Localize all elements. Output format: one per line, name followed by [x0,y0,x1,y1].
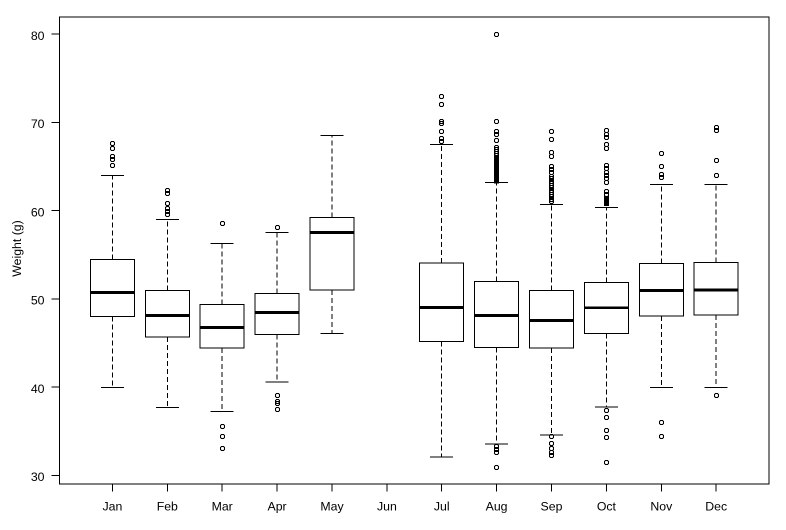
svg-text:Sep: Sep [541,500,563,514]
svg-text:Aug: Aug [486,500,508,514]
svg-text:Dec: Dec [705,500,727,514]
svg-text:80: 80 [31,29,45,43]
svg-text:Mar: Mar [212,500,233,514]
svg-text:Nov: Nov [650,500,673,514]
svg-text:Apr: Apr [268,500,287,514]
svg-text:Jan: Jan [102,500,122,514]
svg-text:May: May [320,500,344,514]
svg-text:40: 40 [31,382,45,396]
svg-text:30: 30 [31,470,45,484]
svg-text:Weight (g): Weight (g) [10,220,24,277]
svg-text:70: 70 [31,117,45,131]
svg-text:Feb: Feb [157,500,178,514]
svg-text:Oct: Oct [597,500,617,514]
svg-text:Jun: Jun [377,500,397,514]
svg-text:50: 50 [31,294,45,308]
svg-text:60: 60 [31,205,45,219]
svg-text:Jul: Jul [434,500,450,514]
